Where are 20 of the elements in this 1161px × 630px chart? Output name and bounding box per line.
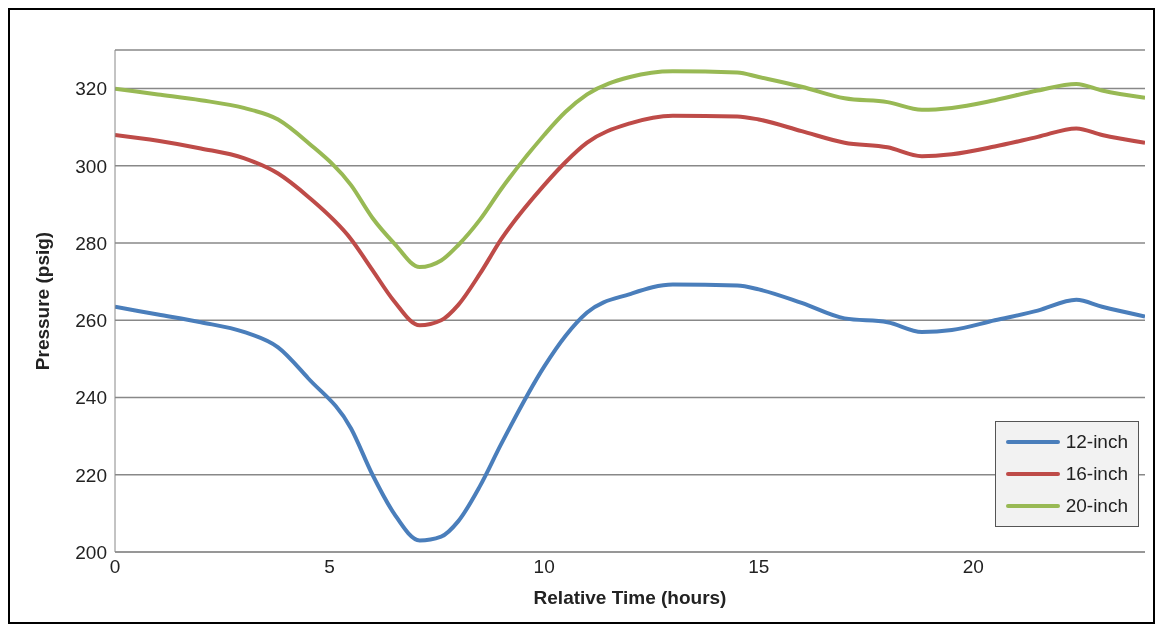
- y-tick-label: 320: [75, 78, 107, 100]
- line-series: [115, 282, 1145, 543]
- y-axis-title: Pressure (psig): [31, 231, 53, 371]
- x-tick-label: 15: [748, 556, 770, 578]
- y-tick-label: 240: [75, 387, 107, 409]
- y-tick-label: 300: [75, 155, 107, 177]
- legend-label: 20-inch: [1065, 495, 1128, 517]
- legend-label: 16-inch: [1065, 463, 1128, 485]
- line-series: [115, 69, 1145, 270]
- legend-label: 12-inch: [1065, 431, 1128, 453]
- x-tick-label: 20: [962, 556, 984, 578]
- x-tick-label: 10: [533, 556, 555, 578]
- y-tick-label: 200: [75, 541, 107, 563]
- line-series: [115, 113, 1145, 328]
- y-tick-label: 260: [75, 310, 107, 332]
- x-axis-title: Relative Time (hours): [533, 587, 727, 608]
- y-tick-label: 280: [75, 232, 107, 254]
- y-tick-label: 220: [75, 464, 107, 486]
- x-tick-label: 5: [324, 556, 335, 578]
- x-tick-label: 0: [109, 556, 121, 578]
